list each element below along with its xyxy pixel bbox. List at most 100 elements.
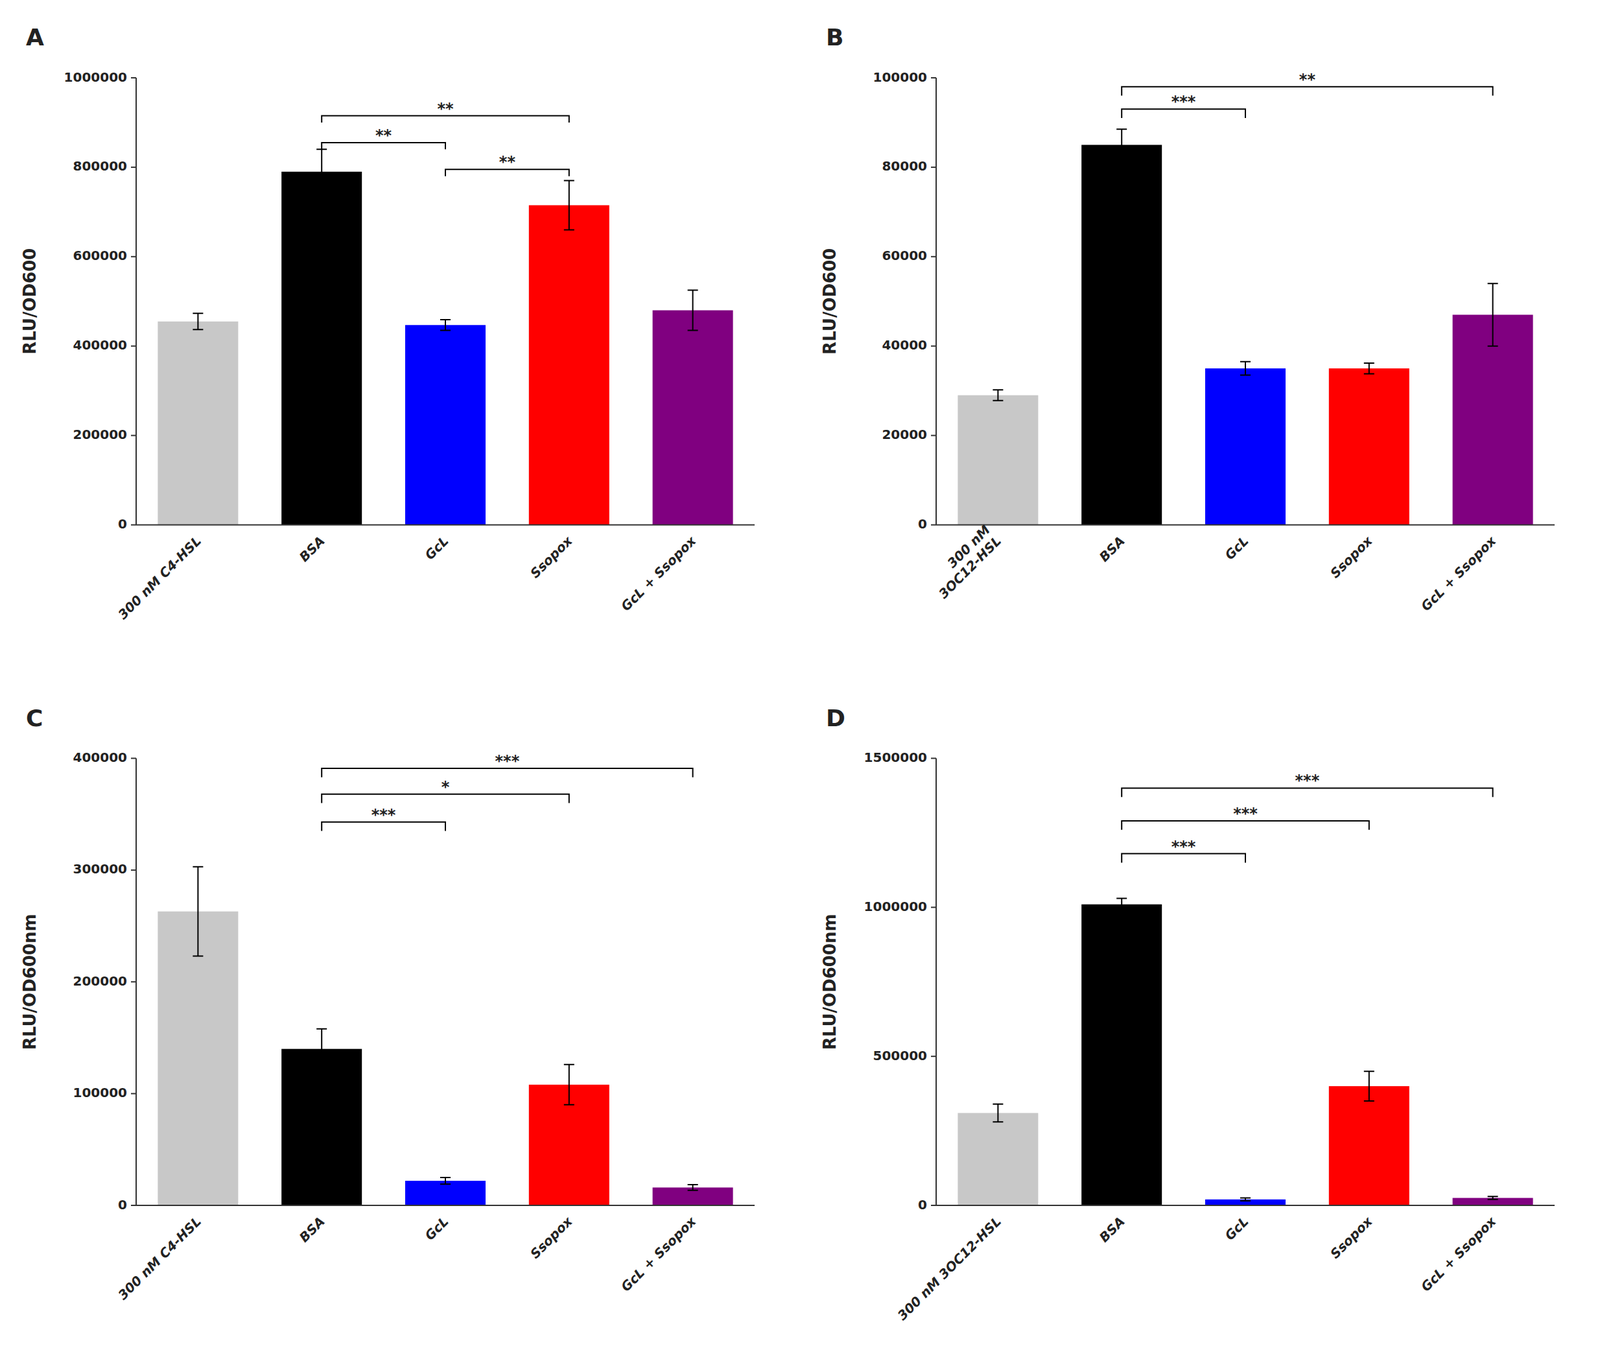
significance-label: *** (1295, 771, 1320, 790)
significance-label: ** (436, 99, 454, 118)
error-bar (440, 1177, 451, 1184)
bar (1329, 1085, 1410, 1206)
error-bar (1240, 361, 1251, 376)
error-bar (992, 389, 1003, 401)
y-axis-label: RLU/OD600nm (20, 913, 40, 1050)
y-tick (130, 869, 137, 871)
y-tick-label: 0 (917, 516, 928, 532)
x-tick-label-line: GcL (422, 532, 452, 563)
y-tick (930, 1055, 937, 1057)
y-tick (130, 980, 137, 983)
bars (957, 129, 1533, 525)
y-tick-label: 0 (917, 1196, 928, 1213)
y-tick (130, 757, 137, 760)
y-tick-label: 0 (117, 516, 128, 532)
x-tick-label-line: 3OC12-HSL (935, 532, 1005, 602)
panel: CRLU/OD600nm0100000200000300000400000300… (20, 704, 755, 1304)
significance-label: *** (495, 752, 520, 771)
x-tick-label: GcL (422, 1213, 452, 1244)
x-tick-label-line: GcL + Ssopox (1417, 532, 1500, 614)
x-axis (136, 524, 755, 526)
x-tick-label-line: 300 nM C4-HSL (114, 532, 205, 623)
significance-label: *** (1171, 837, 1197, 856)
y-tick-label: 100000 (873, 69, 928, 85)
x-tick-label-line: 300 nM C4-HSL (114, 1213, 205, 1304)
y-tick (930, 757, 937, 760)
bar (1205, 368, 1286, 525)
significance-label: ** (1299, 70, 1317, 89)
bar (529, 205, 610, 526)
panel-label: C (25, 704, 43, 732)
bar (405, 324, 486, 525)
y-tick (130, 77, 137, 79)
y-tick-label: 60000 (881, 247, 928, 264)
error-bar (687, 1184, 699, 1191)
y-tick (130, 166, 137, 168)
x-tick-label: 300 nM 3OC12-HSL (894, 1213, 1005, 1324)
x-tick-label: Ssopox (1327, 1212, 1376, 1262)
x-tick-label-line: Ssopox (527, 532, 576, 581)
x-tick-label-line: GcL (1222, 532, 1252, 563)
error-bar (1240, 1198, 1251, 1202)
x-tick-label-line: BSA (296, 532, 329, 565)
error-bar (192, 313, 203, 330)
bar (281, 1048, 362, 1206)
bar (157, 321, 238, 526)
x-tick-label-line: BSA (296, 1213, 329, 1246)
bar (957, 395, 1038, 526)
x-tick-label-line: Ssopox (1327, 1212, 1376, 1262)
x-tick-label: Ssopox (527, 1212, 576, 1262)
y-tick (930, 345, 937, 347)
y-tick-label: 100000 (73, 1084, 128, 1101)
x-tick-label: BSA (296, 532, 329, 565)
x-tick-label: BSA (1096, 1213, 1129, 1246)
panel-label: A (25, 23, 45, 51)
figure: ARLU/OD600020000040000060000080000010000… (0, 0, 1600, 1361)
error-bar (1116, 898, 1127, 911)
panel: BRLU/OD600020000400006000080000100000300… (820, 23, 1555, 614)
x-tick-label: 300 nM C4-HSL (114, 1213, 205, 1304)
x-tick-label: BSA (1096, 532, 1129, 565)
bars (157, 866, 733, 1206)
error-bar (192, 866, 203, 957)
bars (157, 149, 733, 525)
y-axis-label: RLU/OD600 (820, 248, 840, 355)
significance-label: *** (1171, 92, 1197, 111)
x-tick-label: 300 nM C4-HSL (114, 532, 205, 623)
y-tick-label: 80000 (881, 158, 928, 174)
y-tick-label: 40000 (881, 337, 928, 353)
y-tick-label: 1500000 (864, 749, 928, 765)
x-tick-label: GcL + Ssopox (1417, 532, 1500, 614)
page: {"chart_data": [ {"type": "bar", "title"… (0, 0, 1600, 1361)
y-tick-label: 1000000 (864, 898, 928, 915)
error-bar (316, 149, 327, 194)
error-bar (1364, 363, 1375, 375)
y-tick-label: 0 (117, 1196, 128, 1213)
x-tick-label: GcL + Ssopox (617, 1212, 700, 1295)
y-tick-label: 200000 (73, 973, 128, 989)
x-tick-label: GcL + Ssopox (617, 532, 700, 614)
panel-label: B (825, 23, 844, 51)
x-tick-label-line: GcL + Ssopox (617, 532, 700, 614)
y-tick (930, 256, 937, 258)
error-bar (440, 319, 451, 331)
bar (1081, 904, 1162, 1206)
bar (1329, 368, 1410, 525)
error-bar (1487, 283, 1499, 347)
y-tick-label: 800000 (73, 158, 128, 174)
x-axis (936, 1204, 1555, 1206)
y-tick-label: 500000 (873, 1047, 928, 1064)
error-bar (1487, 1196, 1499, 1200)
bar (957, 1113, 1038, 1206)
error-bar (687, 290, 699, 331)
y-tick-label: 200000 (73, 426, 128, 443)
error-bar (992, 1104, 1003, 1123)
x-axis (136, 1204, 755, 1206)
y-axis (135, 758, 137, 1206)
y-axis-label: RLU/OD600 (20, 248, 40, 355)
x-tick-label: Ssopox (527, 532, 576, 581)
significance-label: * (441, 777, 450, 797)
bar (281, 171, 362, 526)
x-tick-label-line: BSA (1096, 532, 1129, 565)
y-tick (130, 256, 137, 258)
